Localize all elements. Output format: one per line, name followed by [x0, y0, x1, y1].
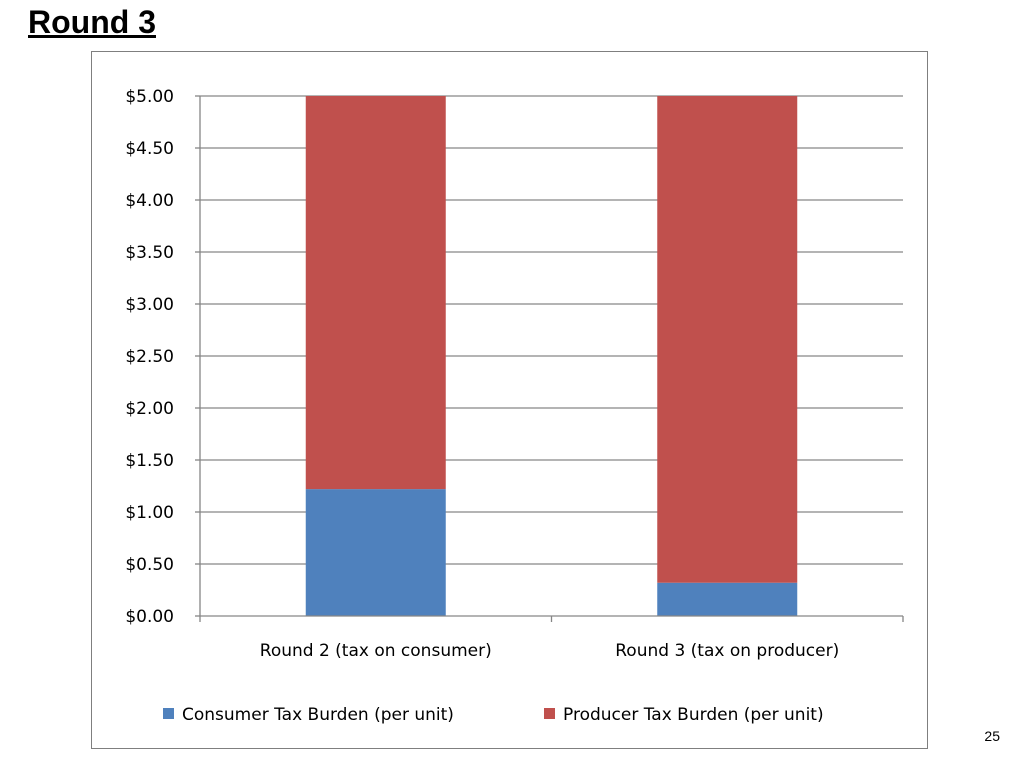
- bar-segment-consumer: [305, 489, 446, 616]
- bar-segment-producer: [305, 96, 446, 490]
- y-tick-label: $0.50: [125, 555, 174, 575]
- y-tick-label: $4.50: [125, 139, 174, 159]
- legend-label: Producer Tax Burden (per unit): [563, 705, 824, 725]
- y-tick-label: $3.50: [125, 243, 174, 263]
- bar-segment-producer: [657, 96, 798, 583]
- legend: Consumer Tax Burden (per unit) Producer T…: [163, 705, 824, 725]
- legend-swatch: [163, 708, 174, 719]
- x-category-label: Round 2 (tax on consumer): [260, 641, 492, 661]
- slide-title: Round 3: [28, 4, 156, 40]
- y-axis-tick-labels: $0.00 $0.50 $1.00 $1.50 $2.00 $2.50 $3.00 $3.50…: [125, 87, 174, 627]
- bars: [305, 96, 798, 616]
- axes: [199, 96, 904, 622]
- legend-label: Consumer Tax Burden (per unit): [182, 705, 454, 725]
- page-number: 25: [984, 728, 1000, 744]
- y-tick-label: $0.00: [125, 607, 174, 627]
- y-tick-label: $1.50: [125, 451, 174, 471]
- y-tick-label: $2.50: [125, 347, 174, 367]
- legend-swatch: [544, 708, 555, 719]
- y-tick-label: $4.00: [125, 191, 174, 211]
- y-tick-label: $5.00: [125, 87, 174, 107]
- y-tick-label: $1.00: [125, 503, 174, 523]
- x-category-label: Round 3 (tax on producer): [615, 641, 839, 661]
- y-tick-label: $2.00: [125, 399, 174, 419]
- x-axis-category-labels: Round 2 (tax on consumer) Round 3 (tax on…: [260, 641, 839, 661]
- bar-segment-consumer: [657, 582, 798, 616]
- y-tick-label: $3.00: [125, 295, 174, 315]
